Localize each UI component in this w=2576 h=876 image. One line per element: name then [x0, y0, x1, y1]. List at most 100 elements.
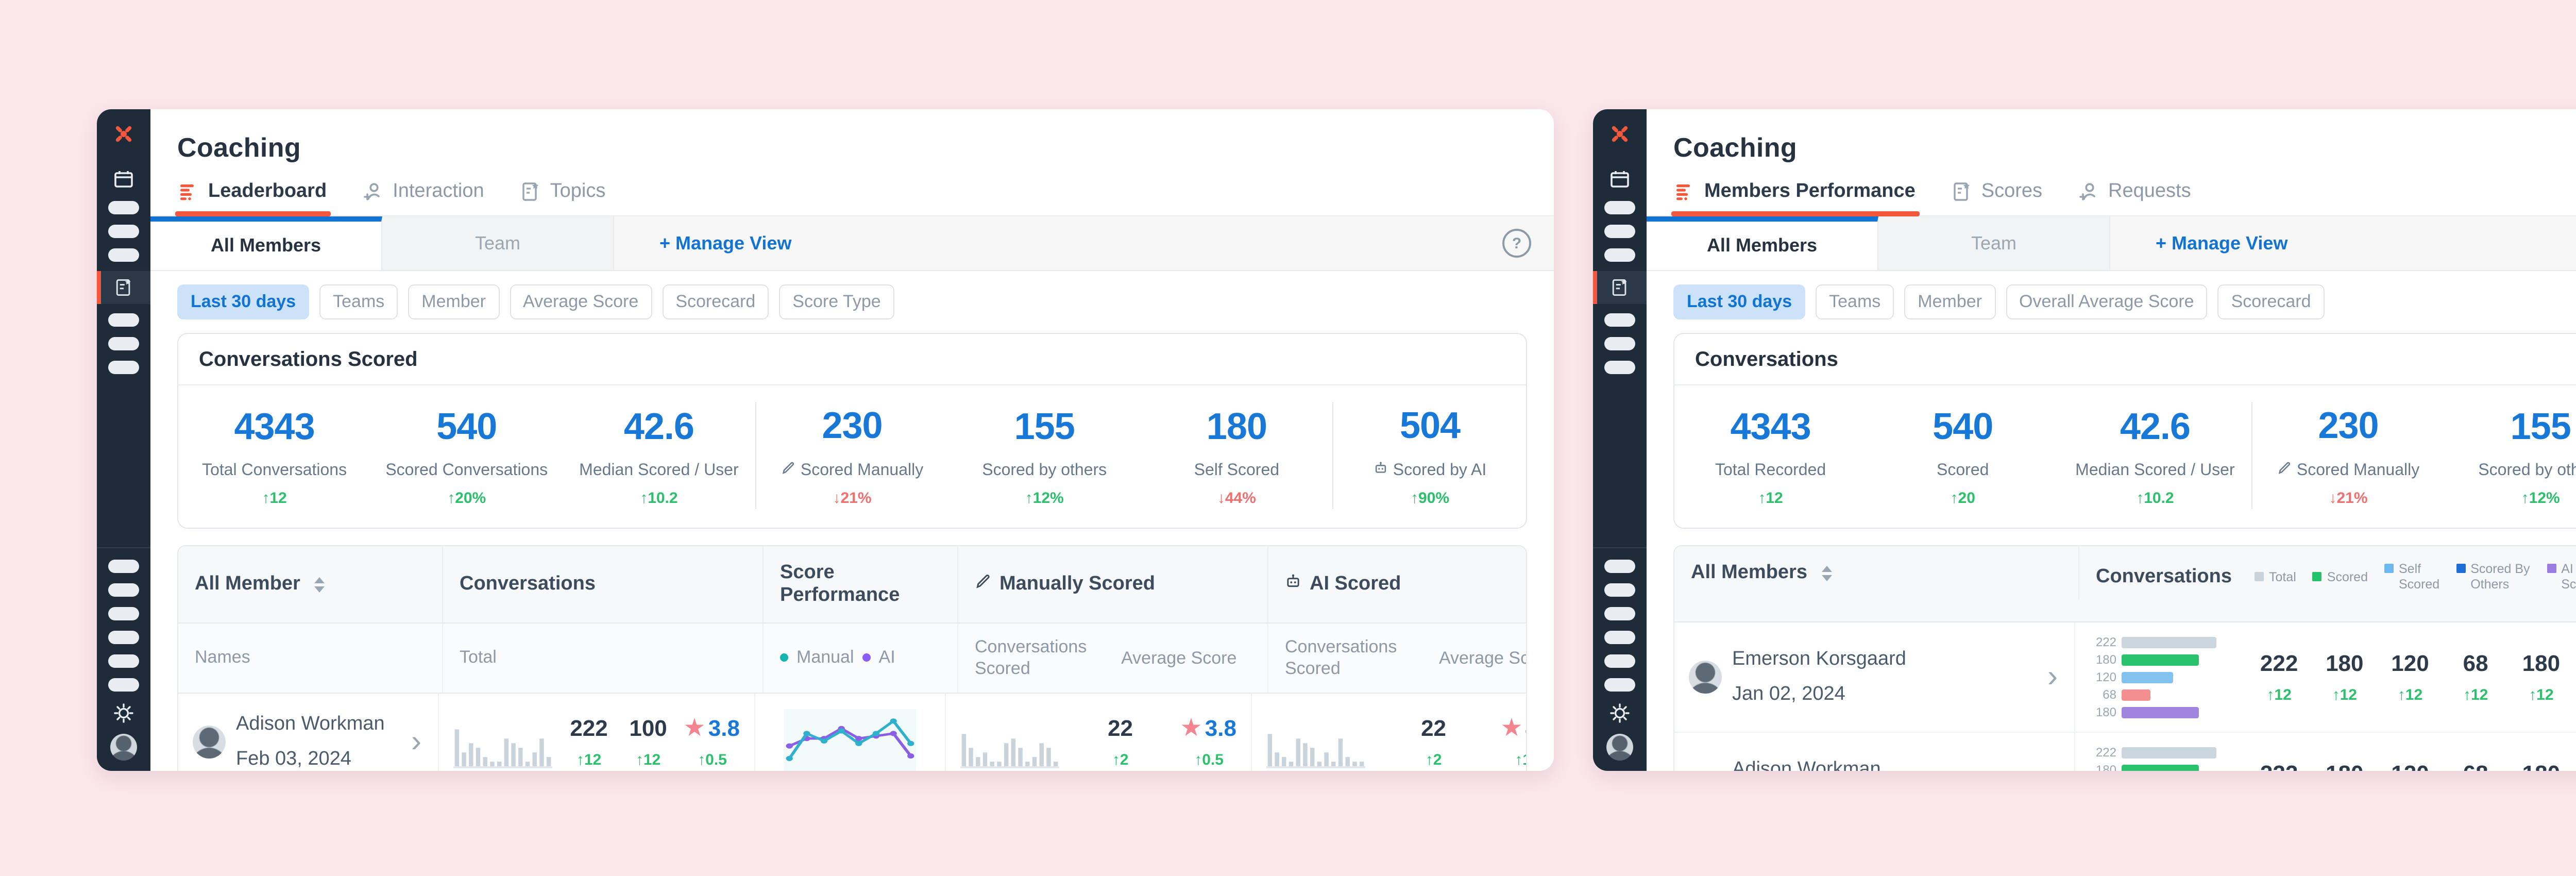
- avatar: [1689, 661, 1722, 694]
- stats-card-title: Conversations: [1695, 348, 1838, 371]
- settings-gear-icon[interactable]: [1608, 702, 1631, 725]
- tab-interaction[interactable]: Interaction: [362, 180, 484, 215]
- conversations-legend: Total Scored Self Scored Scored By Other…: [2254, 562, 2576, 593]
- tab-members-performance[interactable]: Members Performance: [1671, 180, 1920, 216]
- tab-label: Topics: [550, 180, 606, 202]
- tab-requests[interactable]: Requests: [2077, 180, 2191, 215]
- view-tab-team[interactable]: Team: [1878, 216, 2110, 270]
- stat-total-recorded: 4343 Total Recorded ↑12: [1715, 405, 1826, 507]
- manual-legend-dot: [780, 653, 788, 662]
- sidebar-item[interactable]: [108, 631, 139, 644]
- ai-legend-dot: [862, 653, 871, 662]
- manage-view-link[interactable]: + Manage View: [2156, 232, 2288, 253]
- sidebar-item[interactable]: [1604, 201, 1635, 214]
- page-title: Coaching: [177, 132, 301, 163]
- filter-teams[interactable]: Teams: [1816, 284, 1894, 319]
- table-row[interactable]: Adison Workman Feb 03, 2024 › 2221801206…: [1674, 733, 2576, 771]
- sidebar-item[interactable]: [1604, 248, 1635, 262]
- members-table: All Members Conversations Total Scored S…: [1673, 545, 2576, 771]
- sidebar-item-coaching[interactable]: [1593, 271, 1647, 304]
- filter-last-30-days[interactable]: Last 30 days: [177, 284, 310, 319]
- filter-member[interactable]: Member: [1904, 284, 1995, 319]
- sort-icon[interactable]: [314, 577, 325, 592]
- calendar-icon[interactable]: [1608, 168, 1631, 191]
- sidebar-item[interactable]: [108, 337, 139, 350]
- user-avatar[interactable]: [1606, 734, 1633, 761]
- filter-score-type[interactable]: Score Type: [779, 284, 894, 319]
- app-window-members-performance: Coaching Members Performance Scores Requ…: [1593, 109, 2576, 771]
- sort-icon[interactable]: [1821, 565, 1832, 581]
- sidebar-item[interactable]: [1604, 631, 1635, 644]
- app-logo-icon[interactable]: [1607, 122, 1632, 146]
- filter-overall-average-score[interactable]: Overall Average Score: [2006, 284, 2208, 319]
- filter-last-30-days[interactable]: Last 30 days: [1673, 284, 1806, 319]
- sidebar-item[interactable]: [1604, 654, 1635, 668]
- sidebar-item[interactable]: [108, 361, 139, 374]
- conversations-sparkline: [453, 725, 552, 768]
- star-icon: ★: [1502, 716, 1521, 740]
- sidebar-item[interactable]: [1604, 607, 1635, 620]
- sidebar-item[interactable]: [108, 248, 139, 262]
- view-tab-all-members[interactable]: All Members: [1647, 216, 1878, 270]
- sidebar-item[interactable]: [108, 607, 139, 620]
- sidebar-item[interactable]: [108, 225, 139, 238]
- sidebar-item-coaching[interactable]: [97, 271, 150, 304]
- app-window-leaderboard: Coaching Leaderboard Interaction Topics …: [97, 109, 1554, 771]
- view-tab-team[interactable]: Team: [382, 216, 614, 270]
- robot-icon: [1285, 573, 1301, 596]
- main-content: Coaching Members Performance Scores Requ…: [1647, 109, 2576, 771]
- tab-label: Requests: [2108, 180, 2191, 202]
- table-row[interactable]: Emerson Korsgaard Jan 02, 2024 › 222 180 1…: [1674, 622, 2576, 733]
- divider: [2251, 402, 2252, 509]
- calendar-icon[interactable]: [112, 168, 135, 191]
- sidebar-item[interactable]: [108, 654, 139, 668]
- filter-scorecard[interactable]: Scorecard: [2217, 284, 2325, 319]
- sidebar-item[interactable]: [1604, 361, 1635, 374]
- sidebar-item[interactable]: [108, 313, 139, 327]
- tab-scores[interactable]: Scores: [1951, 180, 2042, 215]
- sidebar-item[interactable]: [108, 678, 139, 692]
- tab-leaderboard[interactable]: Leaderboard: [175, 180, 331, 216]
- sidebar-item[interactable]: [1604, 313, 1635, 327]
- sidebar-item[interactable]: [1604, 225, 1635, 238]
- tab-topics[interactable]: Topics: [519, 180, 606, 215]
- stat-scored-by-others: 155 Scored by others ↑12%: [982, 405, 1107, 507]
- filter-bar: Last 30 days Teams Member Average Score …: [150, 271, 1554, 331]
- members-performance-icon: [1673, 180, 1696, 203]
- doc-star-icon: [1951, 180, 1973, 203]
- manage-view-link[interactable]: + Manage View: [659, 232, 792, 253]
- stat-scored-conversations: 540 Scored Conversations ↑20%: [385, 405, 548, 507]
- table-row[interactable]: Adison Workman Feb 03, 2024 › 222 ↑12 100…: [178, 693, 1526, 771]
- filter-average-score[interactable]: Average Score: [510, 284, 652, 319]
- stat-median-scored: 42.6 Median Scored / User ↑10.2: [2075, 405, 2235, 507]
- sidebar-item[interactable]: [1604, 583, 1635, 597]
- sidebar-item[interactable]: [108, 201, 139, 214]
- ai-scored-legend-swatch: [2547, 564, 2556, 573]
- filter-teams[interactable]: Teams: [319, 284, 398, 319]
- sidebar-item[interactable]: [1604, 560, 1635, 573]
- stats-card: Conversations 4343 Total Recorded ↑12 54…: [1673, 333, 2576, 529]
- chevron-right-icon[interactable]: ›: [411, 724, 421, 758]
- view-tab-all-members[interactable]: All Members: [150, 216, 382, 270]
- settings-gear-icon[interactable]: [112, 702, 135, 725]
- pencil-icon: [781, 461, 795, 480]
- sidebar-item[interactable]: [1604, 337, 1635, 350]
- filter-member[interactable]: Member: [408, 284, 499, 319]
- filter-scorecard[interactable]: Scorecard: [662, 284, 769, 319]
- doc-star-icon: [519, 180, 542, 203]
- view-bar: All Members Team + Manage View ?: [150, 216, 1554, 271]
- avatar: [193, 725, 226, 758]
- sidebar-item[interactable]: [1604, 678, 1635, 692]
- sidebar-item[interactable]: [108, 583, 139, 597]
- help-icon[interactable]: ?: [1502, 229, 1531, 258]
- chevron-right-icon[interactable]: ›: [2047, 660, 2058, 694]
- sidebar: [97, 109, 150, 771]
- app-logo-icon[interactable]: [111, 122, 136, 146]
- manual-scored-sparkline: [960, 725, 1059, 768]
- sidebar-item[interactable]: [108, 560, 139, 573]
- pencil-icon: [975, 573, 991, 596]
- person-plus-icon: [2077, 180, 2100, 203]
- user-avatar[interactable]: [110, 734, 137, 761]
